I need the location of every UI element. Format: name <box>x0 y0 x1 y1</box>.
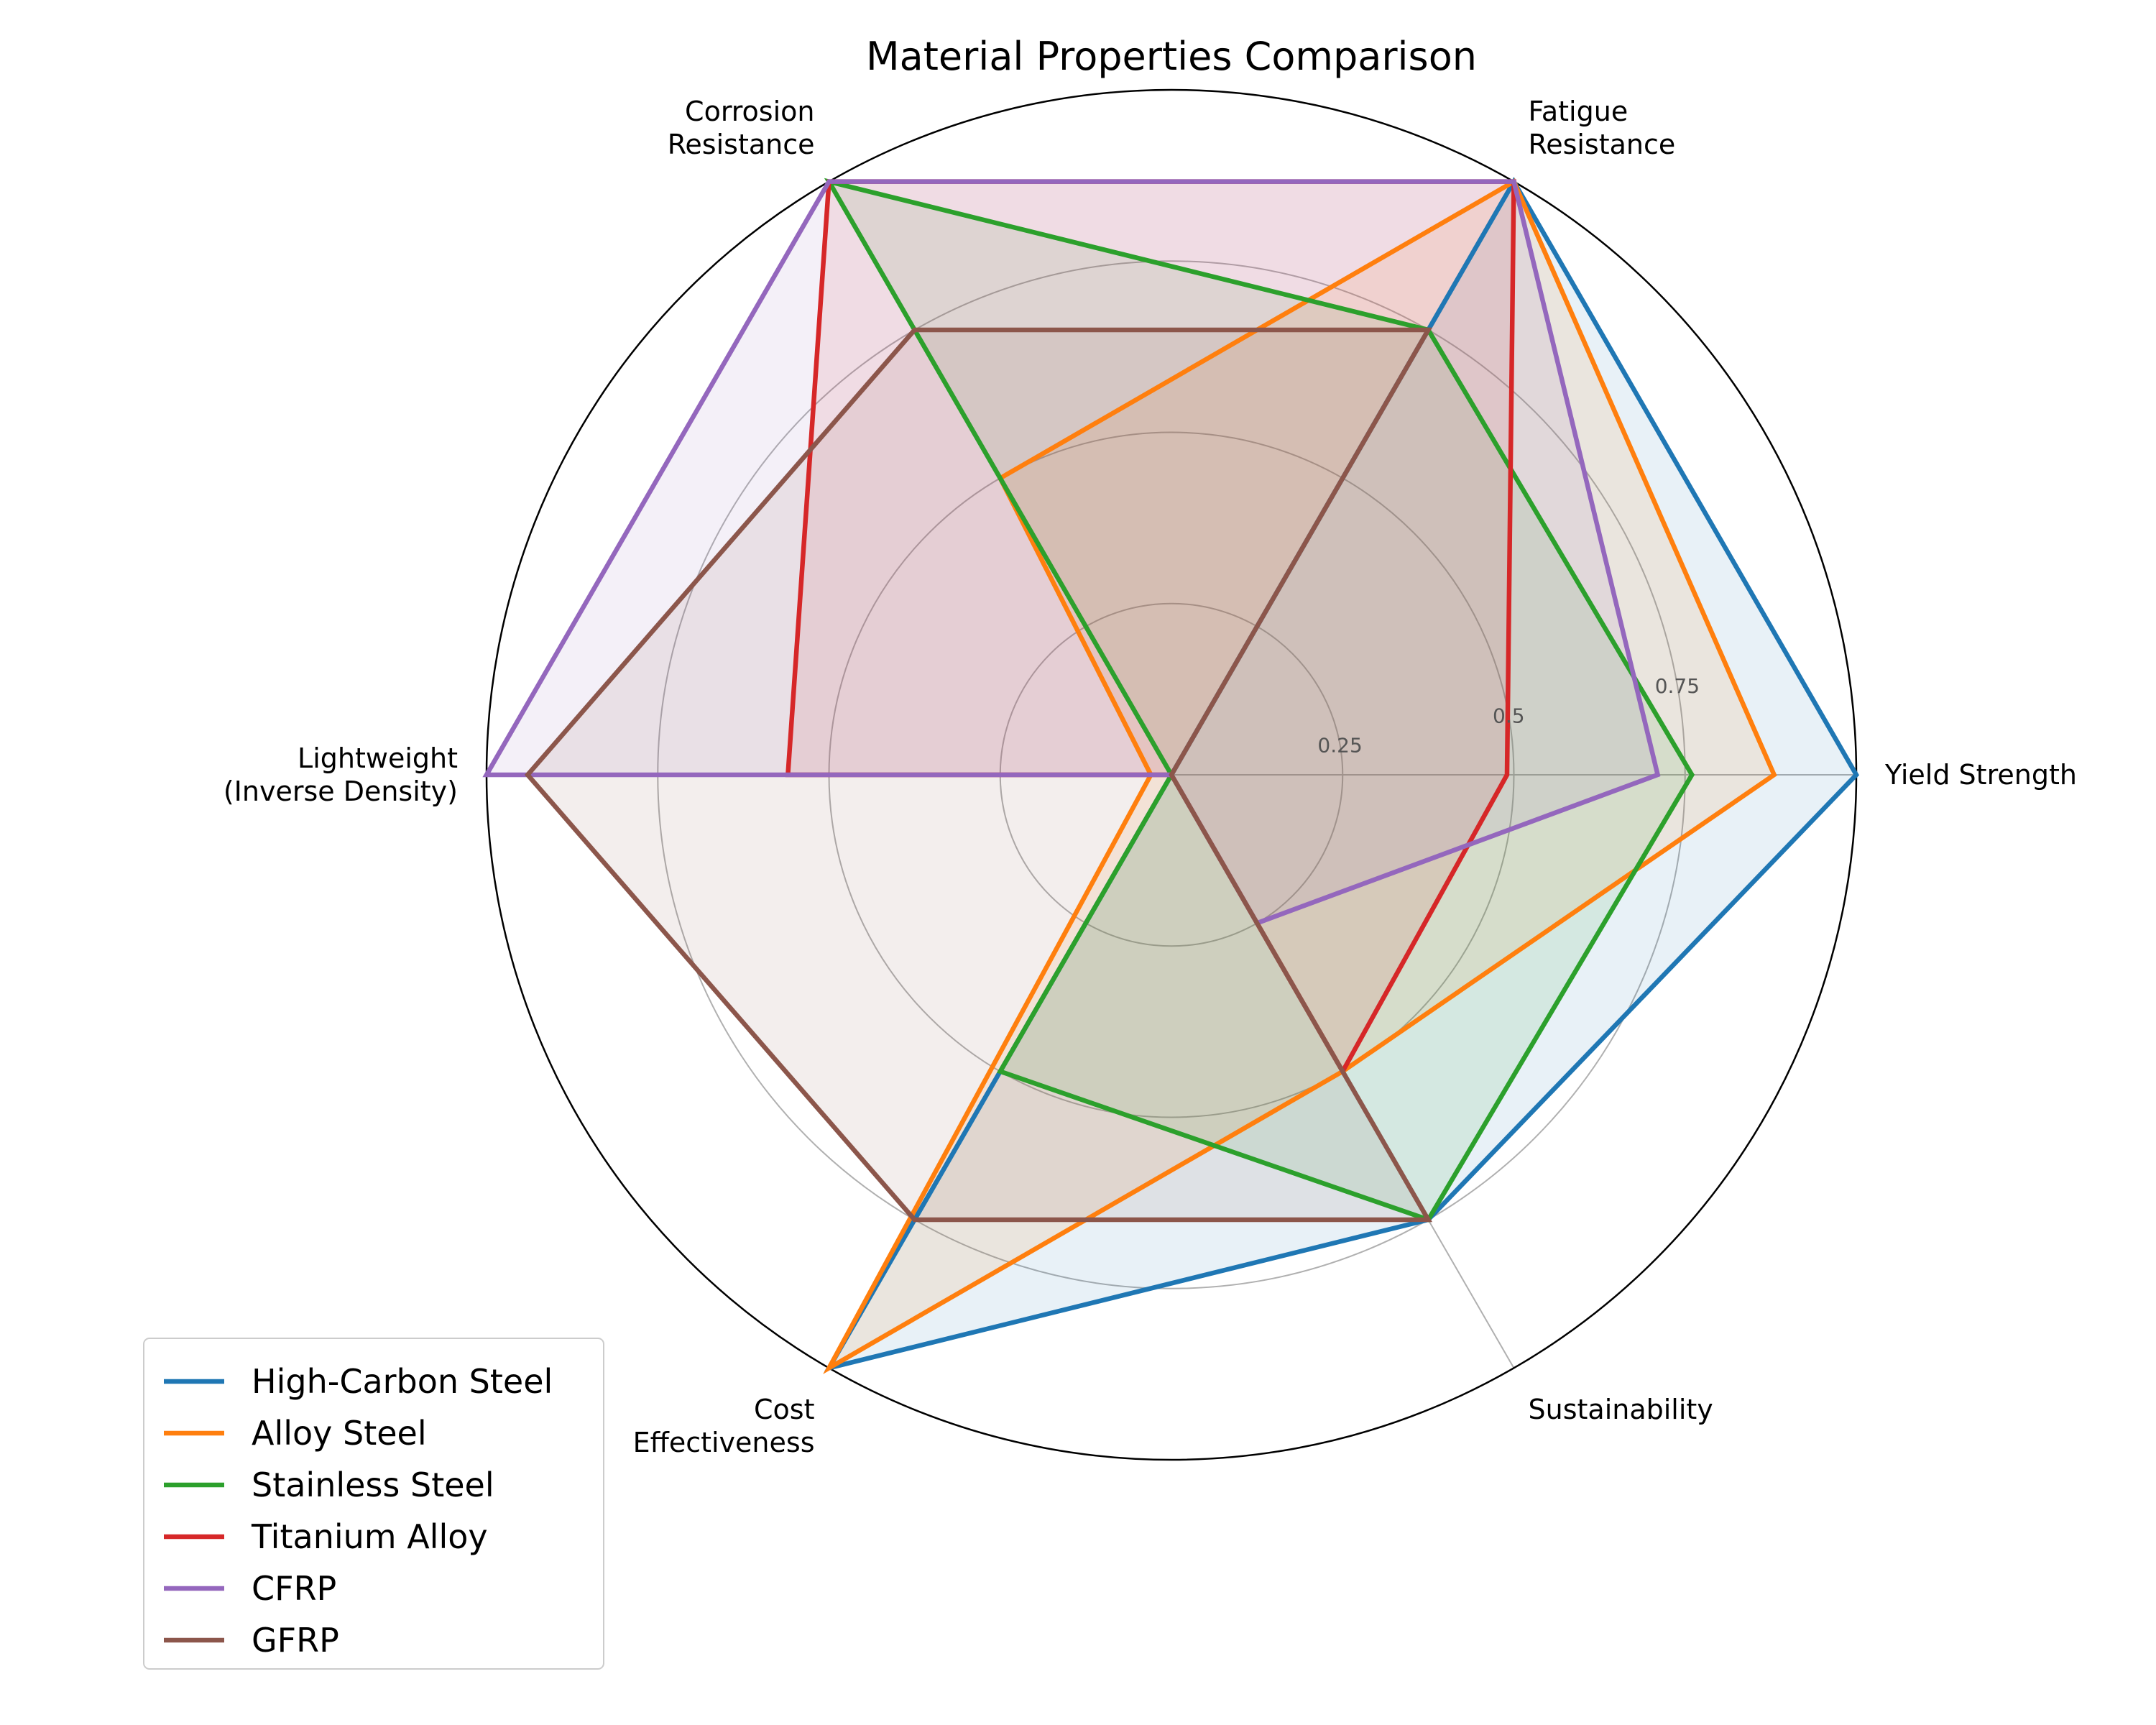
legend-label: CFRP <box>252 1569 336 1608</box>
legend-label: Alloy Steel <box>252 1414 427 1453</box>
axis-label: Fatigue Resistance <box>1529 96 1676 160</box>
legend-label: GFRP <box>252 1621 339 1660</box>
chart-title: Material Properties Comparison <box>866 34 1477 79</box>
series-fill-2 <box>829 181 1692 1220</box>
legend-label: Titanium Alloy <box>251 1517 488 1556</box>
legend: High-Carbon Steel Alloy Steel Stainless St… <box>143 1338 604 1670</box>
axis-label: Cost Effectiveness <box>633 1394 815 1458</box>
legend-label: Stainless Steel <box>252 1466 494 1504</box>
axis-label: Lightweight (Inverse Density) <box>224 742 458 807</box>
r-tick-label: 0.25 <box>1317 734 1362 758</box>
series-line-5 <box>524 327 1433 1223</box>
series-fill-0 <box>829 181 1856 1368</box>
legend-label: High-Carbon Steel <box>252 1362 553 1401</box>
axis-label: Yield Strength <box>1884 759 2077 791</box>
axis-labels: 0.25 0.5 0.75 Yield Strength Fatigue Resistan… <box>224 96 2077 1458</box>
series-fill-3 <box>788 181 1514 1072</box>
axis-label: Sustainability <box>1529 1394 1713 1425</box>
series-fill-4 <box>487 181 1658 924</box>
series-layer <box>482 177 1860 1374</box>
axis-label: Corrosion Resistance <box>668 96 815 160</box>
series-fill-1 <box>829 181 1774 1368</box>
legend-frame <box>143 1338 604 1670</box>
r-tick-label: 0.5 <box>1493 704 1525 727</box>
r-tick-label: 0.75 <box>1655 674 1700 698</box>
